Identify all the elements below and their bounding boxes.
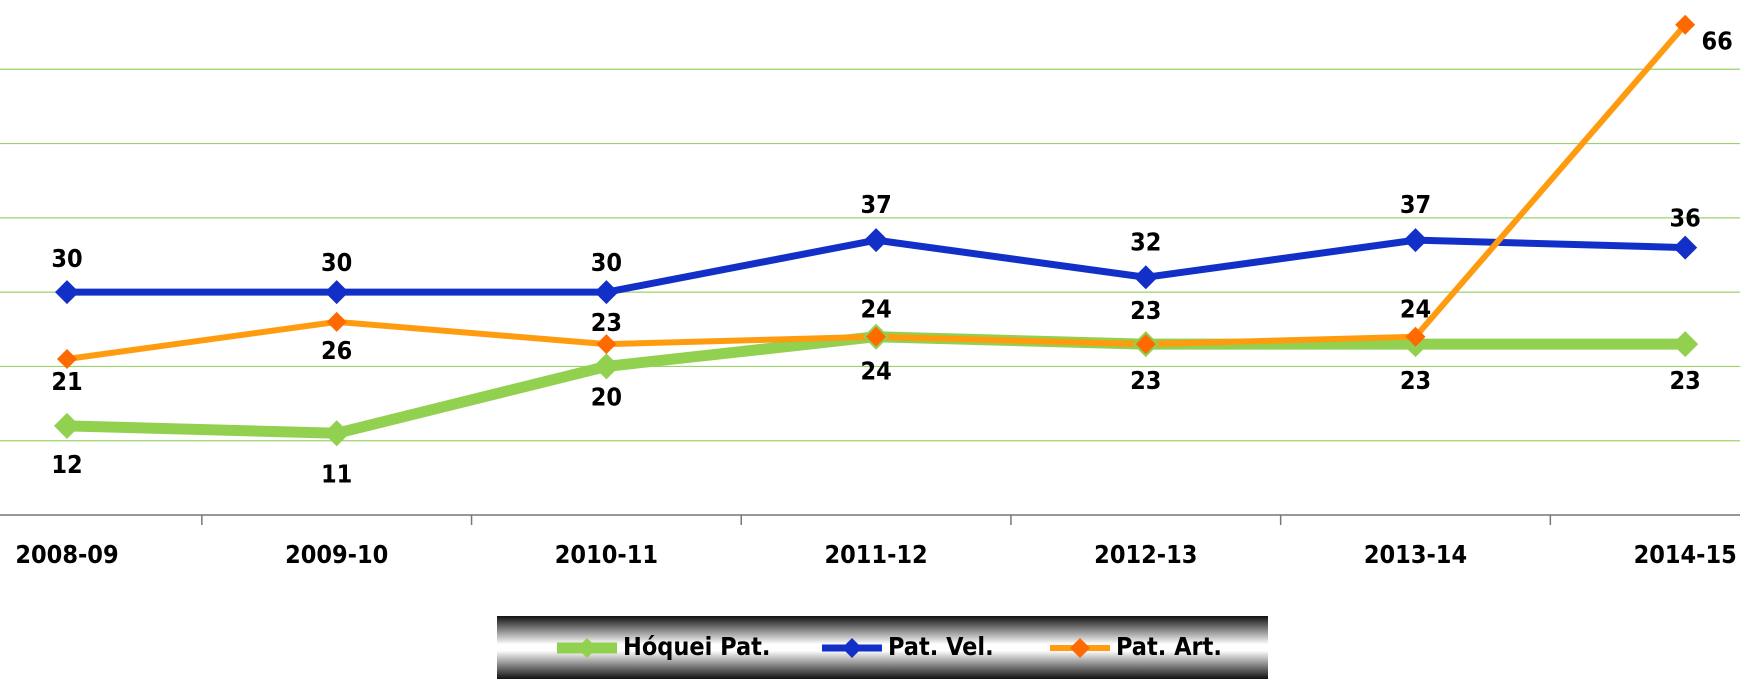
- x-tick-label: 2009-10: [285, 540, 388, 569]
- marker: [55, 280, 79, 305]
- data-label: 23: [1400, 366, 1431, 395]
- marker: [1673, 235, 1698, 260]
- legend-label: Hóquei Pat.: [623, 632, 770, 661]
- data-label: 26: [321, 336, 352, 365]
- legend-label: Pat. Vel.: [888, 632, 994, 661]
- legend-box: [497, 616, 1268, 679]
- legend-marker: [577, 638, 597, 658]
- marker: [1675, 14, 1696, 35]
- marker: [594, 280, 619, 305]
- data-label: 37: [860, 190, 891, 219]
- marker: [57, 349, 77, 369]
- marker: [864, 228, 889, 253]
- data-label: 23: [1130, 296, 1161, 325]
- data-label: 23: [1130, 366, 1161, 395]
- marker: [1405, 326, 1426, 347]
- marker: [593, 353, 620, 380]
- data-label: 20: [591, 382, 622, 411]
- x-tick-label: 2012-13: [1094, 540, 1197, 569]
- marker: [866, 326, 887, 347]
- data-label: 11: [321, 459, 352, 488]
- data-label: 32: [1130, 227, 1161, 256]
- data-label: 23: [591, 308, 622, 337]
- data-label: 21: [51, 367, 82, 396]
- marker: [1403, 228, 1428, 253]
- data-label: 36: [1670, 204, 1701, 233]
- marker: [1135, 334, 1156, 355]
- marker: [596, 334, 617, 355]
- data-label: 37: [1400, 190, 1431, 219]
- legend-marker: [842, 638, 862, 658]
- marker: [1672, 331, 1699, 358]
- x-tick-label: 2014-15: [1634, 540, 1737, 569]
- marker: [324, 280, 349, 305]
- data-label: 30: [321, 248, 352, 277]
- data-label: 24: [860, 357, 891, 386]
- x-tick-label: 2010-11: [555, 540, 658, 569]
- marker: [54, 412, 80, 439]
- data-label: 24: [860, 295, 891, 324]
- data-label: 30: [51, 244, 82, 273]
- marker: [326, 311, 347, 332]
- data-label: 23: [1670, 366, 1701, 395]
- data-label: 66: [1702, 27, 1733, 56]
- marker: [323, 420, 350, 447]
- x-tick-label: 2013-14: [1364, 540, 1467, 569]
- x-tick-label: 2011-12: [824, 540, 927, 569]
- x-tick-label: 2008-09: [15, 540, 118, 569]
- marker: [1133, 265, 1158, 290]
- data-label: 24: [1400, 295, 1431, 324]
- legend-label: Pat. Art.: [1116, 632, 1222, 661]
- legend-marker: [1070, 638, 1090, 658]
- data-label: 30: [591, 248, 622, 277]
- data-label: 12: [51, 450, 82, 479]
